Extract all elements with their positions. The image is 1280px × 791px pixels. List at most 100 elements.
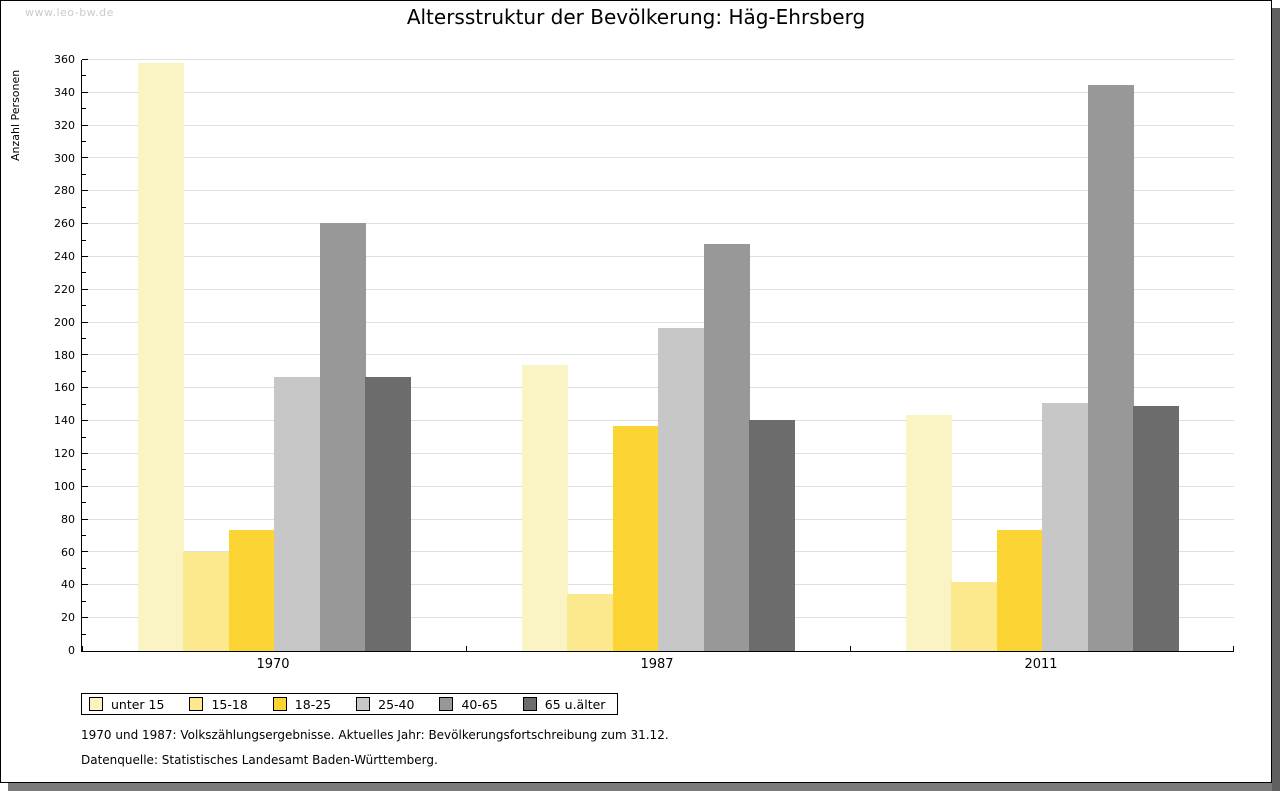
legend-swatch-icon bbox=[189, 697, 204, 711]
bar-2011-40-65 bbox=[1088, 85, 1134, 651]
x-group-tick-1 bbox=[466, 646, 467, 651]
legend-item-65-u-lter: 65 u.älter bbox=[522, 696, 606, 712]
y-major-tick-140 bbox=[82, 420, 88, 421]
drop-shadow-bottom bbox=[8, 783, 1272, 791]
bar-2011-15-18 bbox=[951, 582, 997, 651]
legend-swatch-icon bbox=[356, 697, 371, 711]
x-group-tick-3 bbox=[1233, 646, 1234, 651]
y-minor-tick-350 bbox=[82, 75, 86, 76]
legend-label: 25-40 bbox=[378, 696, 415, 712]
y-tick-label-240: 240 bbox=[54, 250, 75, 263]
bar-1987-18-25 bbox=[613, 426, 659, 651]
legend-label: unter 15 bbox=[111, 696, 165, 712]
y-major-tick-120 bbox=[82, 453, 88, 454]
gridline-200 bbox=[82, 322, 1234, 323]
y-tick-label-120: 120 bbox=[54, 447, 75, 460]
y-tick-label-320: 320 bbox=[54, 118, 75, 132]
y-tick-label-180: 180 bbox=[54, 348, 75, 362]
y-tick-label-100: 100 bbox=[54, 479, 75, 493]
y-tick-label-220: 220 bbox=[54, 282, 75, 296]
y-minor-tick-10 bbox=[82, 634, 86, 635]
watermark-text: www.leo-bw.de bbox=[25, 6, 114, 19]
bar-2011-65-u-lter bbox=[1133, 406, 1179, 651]
x-group-tick-0 bbox=[82, 646, 83, 651]
legend-swatch-icon bbox=[272, 697, 287, 711]
legend-label: 15-18 bbox=[211, 696, 248, 712]
bar-1970-15-18 bbox=[183, 552, 229, 651]
y-minor-tick-110 bbox=[82, 469, 86, 470]
y-tick-label-360: 360 bbox=[54, 53, 75, 66]
bar-1970-18-25 bbox=[229, 530, 275, 651]
y-tick-label-340: 340 bbox=[54, 85, 75, 99]
y-tick-label-80: 80 bbox=[61, 512, 75, 526]
y-major-tick-340 bbox=[82, 92, 88, 93]
legend-swatch-icon bbox=[89, 697, 103, 711]
y-major-tick-20 bbox=[82, 617, 88, 618]
y-tick-label-40: 40 bbox=[61, 578, 75, 592]
legend-label: 18-25 bbox=[294, 696, 332, 712]
bar-1970-40-65 bbox=[320, 223, 366, 651]
footnote-source-note: 1970 und 1987: Volkszählungsergebnisse. … bbox=[81, 728, 669, 742]
x-group-tick-2 bbox=[850, 646, 851, 651]
gridline-280 bbox=[82, 190, 1234, 191]
y-tick-label-0: 0 bbox=[68, 644, 75, 657]
legend-item-40-65: 40-65 bbox=[439, 697, 498, 712]
y-major-tick-320 bbox=[82, 125, 88, 126]
footnote-data-source: Datenquelle: Statistisches Landesamt Bad… bbox=[81, 753, 438, 767]
y-major-tick-260 bbox=[82, 223, 88, 224]
y-major-tick-200 bbox=[82, 322, 88, 323]
gridline-260 bbox=[82, 223, 1234, 224]
y-tick-label-160: 160 bbox=[54, 381, 75, 395]
legend-swatch-icon bbox=[522, 697, 537, 711]
legend-box: unter 15 15-18 18-25 25-40 40-65 65 u.älter bbox=[81, 693, 619, 715]
plot-area bbox=[81, 59, 1234, 652]
gridline-300 bbox=[82, 157, 1234, 158]
y-minor-tick-290 bbox=[82, 174, 86, 175]
y-major-tick-160 bbox=[82, 387, 88, 388]
y-tick-label-200: 200 bbox=[54, 315, 75, 329]
bar-1987-25-40 bbox=[658, 328, 704, 651]
y-tick-label-280: 280 bbox=[54, 184, 75, 198]
legend-label: 65 u.älter bbox=[544, 696, 606, 712]
y-minor-tick-90 bbox=[82, 502, 86, 503]
bar-1987-40-65 bbox=[704, 244, 750, 651]
legend-item-18-25: 18-25 bbox=[272, 696, 332, 712]
y-tick-label-140: 140 bbox=[54, 414, 75, 428]
y-major-tick-180 bbox=[82, 354, 88, 355]
gridline-340 bbox=[82, 92, 1234, 93]
bar-1970-65-u-lter bbox=[365, 377, 411, 651]
drop-shadow-right bbox=[1272, 8, 1280, 791]
bar-1987-15-18 bbox=[567, 594, 613, 651]
bar-2011-18-25 bbox=[997, 530, 1043, 651]
y-minor-tick-190 bbox=[82, 338, 86, 339]
y-major-tick-80 bbox=[82, 519, 88, 520]
x-category-label-1987: 1987 bbox=[640, 657, 674, 672]
bar-2011-unter-15 bbox=[906, 415, 952, 651]
bar-1970-25-40 bbox=[274, 377, 320, 651]
y-minor-tick-130 bbox=[82, 437, 86, 438]
bar-1970-unter-15 bbox=[138, 63, 184, 651]
chart-title: Altersstruktur der Bevölkerung: Häg-Ehrs… bbox=[406, 5, 866, 29]
y-minor-tick-310 bbox=[82, 141, 86, 142]
y-major-tick-100 bbox=[82, 486, 88, 487]
y-tick-label-20: 20 bbox=[61, 611, 75, 625]
y-minor-tick-150 bbox=[82, 404, 86, 405]
bar-2011-25-40 bbox=[1042, 403, 1088, 651]
y-major-tick-40 bbox=[82, 584, 88, 585]
y-minor-tick-170 bbox=[82, 371, 86, 372]
gridline-220 bbox=[82, 289, 1234, 290]
bar-1987-unter-15 bbox=[522, 365, 568, 651]
y-minor-tick-210 bbox=[82, 305, 86, 306]
y-tick-label-60: 60 bbox=[61, 545, 75, 559]
legend-swatch-icon bbox=[439, 697, 454, 711]
legend-item-25-40: 25-40 bbox=[356, 697, 414, 712]
y-major-tick-220 bbox=[82, 289, 88, 290]
y-major-tick-60 bbox=[82, 551, 88, 552]
y-minor-tick-70 bbox=[82, 535, 86, 536]
y-minor-tick-230 bbox=[82, 272, 86, 273]
x-category-label-2011: 2011 bbox=[1024, 657, 1058, 672]
y-minor-tick-30 bbox=[82, 601, 86, 602]
gridline-360 bbox=[82, 59, 1234, 60]
